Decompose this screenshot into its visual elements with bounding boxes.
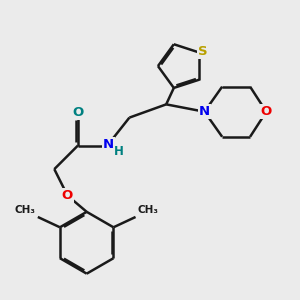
- Text: N: N: [103, 138, 114, 151]
- Text: H: H: [114, 145, 123, 158]
- Text: CH₃: CH₃: [14, 205, 35, 214]
- Text: CH₃: CH₃: [138, 205, 159, 214]
- Text: O: O: [61, 189, 73, 203]
- Text: O: O: [72, 106, 83, 119]
- Text: O: O: [261, 105, 272, 118]
- Text: S: S: [198, 45, 207, 58]
- Text: N: N: [199, 105, 210, 118]
